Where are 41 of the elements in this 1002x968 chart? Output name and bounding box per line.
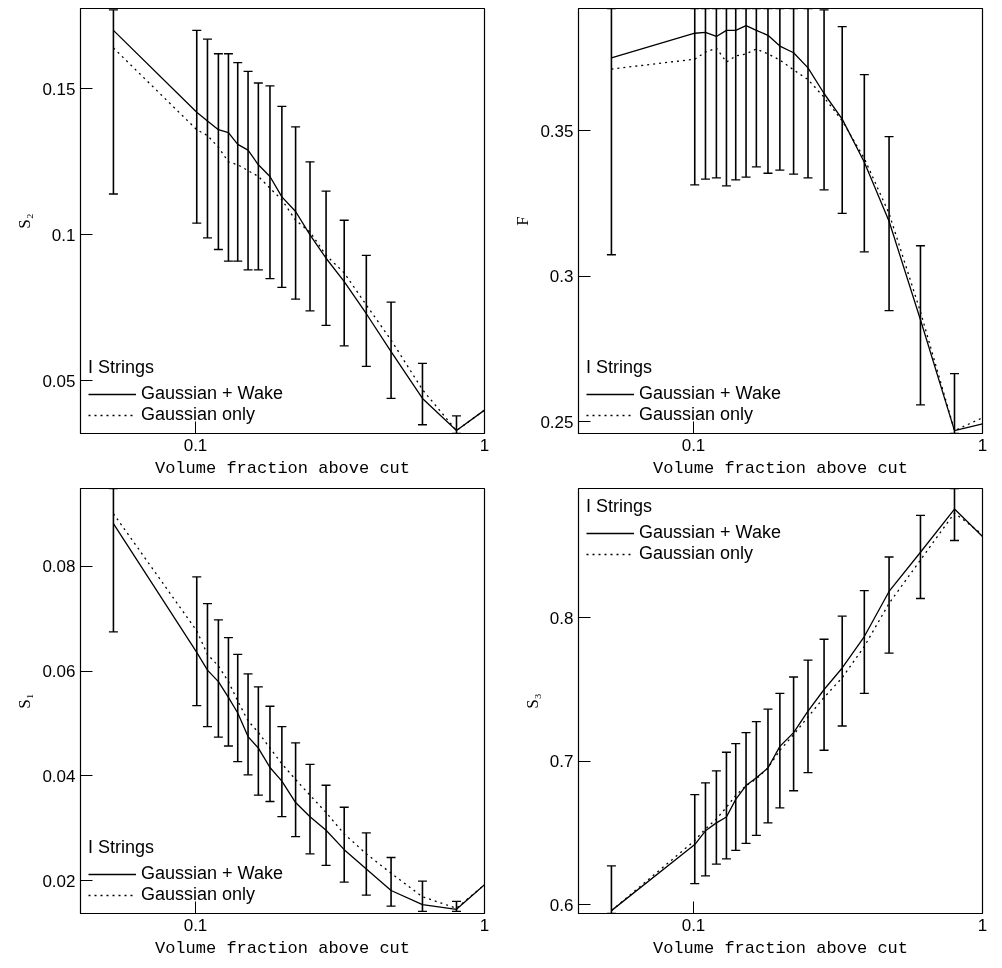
legend-title: I Strings <box>88 837 156 858</box>
x-tick-label: 1 <box>479 435 490 455</box>
legend-label: Gaussian only <box>141 884 256 905</box>
x-tick-label: 1 <box>479 915 490 935</box>
x-tick-label: 0.1 <box>183 915 208 935</box>
y-tick-label: 0.35 <box>540 121 574 141</box>
legend-label: Gaussian only <box>639 543 754 564</box>
legend-label: Gaussian only <box>141 404 256 425</box>
y-axis-title: F <box>513 216 533 226</box>
y-axis-title: S₁ <box>15 693 35 709</box>
x-axis-title: Volume fraction above cut <box>154 938 411 958</box>
x-axis-title: Volume fraction above cut <box>154 458 411 478</box>
y-tick-label: 0.06 <box>42 662 76 682</box>
legend-title: I Strings <box>586 357 654 378</box>
legend-label: Gaussian + Wake <box>141 863 283 884</box>
y-tick-label: 0.15 <box>42 79 76 99</box>
legend-label: Gaussian + Wake <box>639 383 781 404</box>
y-axis-title: S₃ <box>522 693 542 709</box>
x-tick-label: 1 <box>977 915 988 935</box>
legend-title: I Strings <box>586 496 654 517</box>
y-tick-label: 0.8 <box>549 608 574 628</box>
x-tick-label: 1 <box>977 435 988 455</box>
y-tick-label: 0.7 <box>549 752 574 772</box>
x-tick-label: 0.1 <box>681 435 706 455</box>
y-tick-label: 0.25 <box>540 412 574 432</box>
y-axis-title: S₂ <box>15 213 35 229</box>
x-axis-title: Volume fraction above cut <box>652 938 909 958</box>
y-tick-label: 0.6 <box>549 895 574 915</box>
x-tick-label: 0.1 <box>681 915 706 935</box>
y-tick-label: 0.02 <box>42 871 76 891</box>
legend-label: Gaussian + Wake <box>639 522 781 543</box>
y-tick-label: 0.04 <box>42 766 76 786</box>
y-tick-label: 0.08 <box>42 557 76 577</box>
x-axis-title: Volume fraction above cut <box>652 458 909 478</box>
y-tick-label: 0.05 <box>42 371 76 391</box>
legend-title: I Strings <box>88 357 156 378</box>
legend-label: Gaussian + Wake <box>141 383 283 404</box>
y-tick-label: 0.1 <box>51 225 76 245</box>
y-tick-label: 0.3 <box>549 267 574 287</box>
x-tick-label: 0.1 <box>183 435 208 455</box>
legend-label: Gaussian only <box>639 404 754 425</box>
